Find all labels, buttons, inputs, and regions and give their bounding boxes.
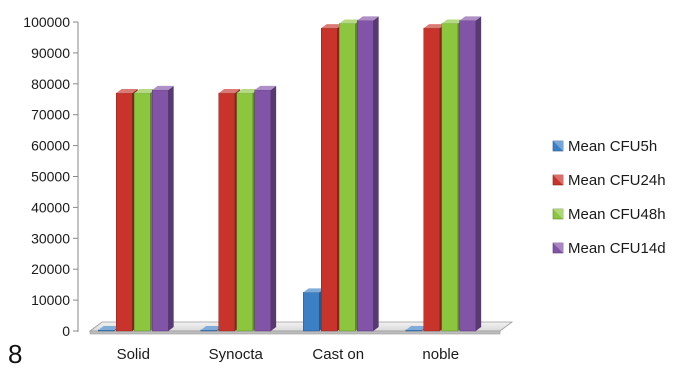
bar-top [441,19,464,24]
bar-top [321,24,343,29]
y-tick-label: 40000 [31,199,70,215]
bar-top [200,326,223,331]
legend-item: Mean CFU14d [552,240,666,257]
bar-top [236,89,259,94]
bar-top [339,19,361,24]
bar-front [254,89,271,332]
x-tick-label: noble [422,346,459,363]
legend-item: Mean CFU5h [552,138,657,155]
y-tick-label: 70000 [31,107,70,123]
bar-front [441,23,458,332]
legend-swatch-highlight [553,175,563,185]
bar-front [200,329,217,332]
y-tick-label: 50000 [31,169,70,185]
bar [357,16,379,332]
bar-top [134,89,156,94]
legend-label: Mean CFU24h [568,172,666,189]
bar-top [423,24,446,29]
bar-top [459,16,482,21]
y-tick-label: 10000 [31,292,70,308]
bar-side [270,85,277,332]
bar-front [98,329,115,332]
bar-top [405,326,428,331]
x-tick-label: Synocta [209,346,264,363]
bar [459,16,482,332]
bar-top [98,326,120,331]
bar-front [218,92,235,332]
bar-front [459,20,476,332]
x-tick-label: Cast on [312,346,364,363]
bar-top [116,89,138,94]
bar-front [405,329,422,332]
bar-front [321,27,338,332]
figure-label: 8 [8,339,22,368]
bar-side [168,85,174,332]
y-axis: 0 10000 20000 30000 40000 50000 60000 70000 8000… [23,14,79,339]
floor-front [89,330,501,335]
y-tick-label: 20000 [31,261,70,277]
x-axis: Solid Synocta Cast on noble [117,346,460,363]
bar-front [236,92,253,332]
y-tick-label: 60000 [31,138,70,154]
x-tick-label: Solid [117,346,150,363]
bar [254,85,277,332]
bar-front [116,92,133,332]
legend-label: Mean CFU48h [568,206,666,223]
y-tick-label: 80000 [31,76,70,92]
bar-top [303,288,325,293]
bar-front [339,23,356,332]
bar-front [303,292,320,332]
bar-top [357,16,379,21]
legend-swatch-highlight [553,209,563,219]
bar-top [218,89,241,94]
bar-side [373,16,379,332]
y-tick-label: 0 [62,323,70,339]
bar [152,85,174,332]
bar-side [475,16,482,332]
legend-label: Mean CFU14d [568,240,666,257]
bar-front [357,20,374,332]
y-tick-label: 90000 [31,45,70,61]
bar-top [152,85,174,90]
bars-group [98,16,482,332]
bar-front [134,92,151,332]
legend-item: Mean CFU24h [552,172,666,189]
bar-front [152,89,169,332]
bar-front [423,27,440,332]
legend-item: Mean CFU48h [552,206,666,223]
y-tick-label: 30000 [31,230,70,246]
legend-swatch-highlight [553,141,563,151]
legend: Mean CFU5h Mean CFU24h Mean CFU48h Mean CFU… [552,138,666,257]
y-tick-label: 100000 [23,14,70,30]
bar-top [254,85,277,90]
legend-label: Mean CFU5h [568,138,657,155]
legend-swatch-highlight [553,243,563,253]
